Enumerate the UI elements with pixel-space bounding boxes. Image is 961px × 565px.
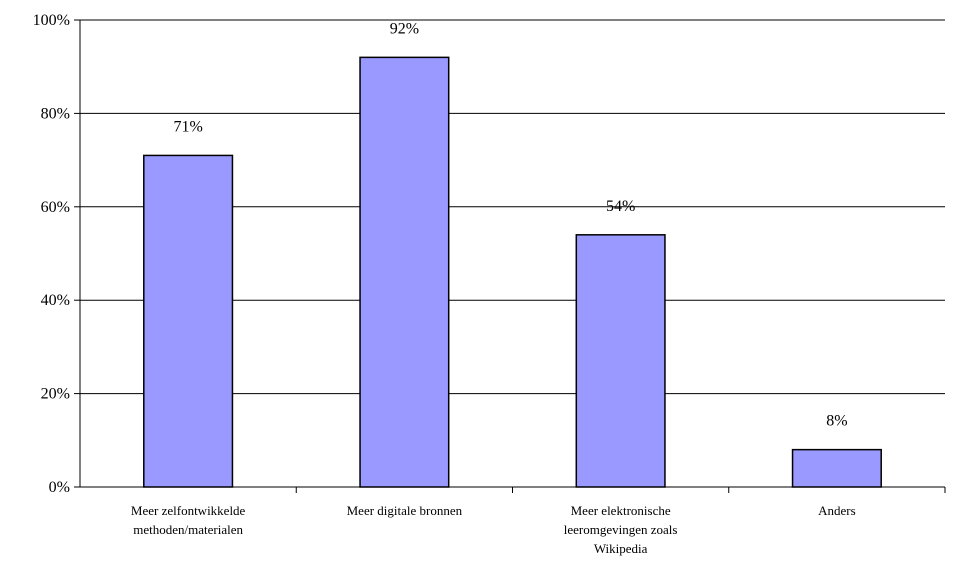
y-tick-label: 40% — [41, 292, 70, 309]
y-tick-label: 20% — [41, 386, 70, 403]
bars — [143, 56, 882, 488]
data-label: 92% — [390, 20, 419, 37]
x-tick-label: Wikipedia — [594, 541, 648, 556]
data-labels: 71% 92% 54% 8% — [173, 20, 847, 429]
y-tick-label: 60% — [41, 199, 70, 216]
x-tick-label: methoden/materialen — [133, 522, 243, 537]
y-tick-label: 100% — [33, 12, 70, 29]
x-tick-label: leeromgevingen zoals — [564, 522, 678, 537]
x-tick-label: Anders — [818, 503, 856, 518]
x-tick-label: Meer elektronische — [571, 503, 671, 518]
bar — [791, 448, 882, 488]
x-tick-label: Meer digitale bronnen — [347, 503, 463, 518]
data-label: 71% — [173, 118, 202, 135]
x-tick-label: Meer zelfontwikkelde — [131, 503, 246, 518]
y-tick-label: 80% — [41, 105, 70, 122]
data-label: 54% — [606, 198, 635, 215]
bar — [359, 56, 450, 488]
y-tick-label: 0% — [49, 479, 70, 496]
x-axis: Meer zelfontwikkelde methoden/materialen M… — [80, 486, 946, 556]
y-axis: 0% 20% 40% 60% 80% 100% — [33, 12, 81, 496]
bar — [575, 234, 666, 488]
bar — [143, 154, 234, 488]
data-label: 8% — [826, 413, 847, 430]
